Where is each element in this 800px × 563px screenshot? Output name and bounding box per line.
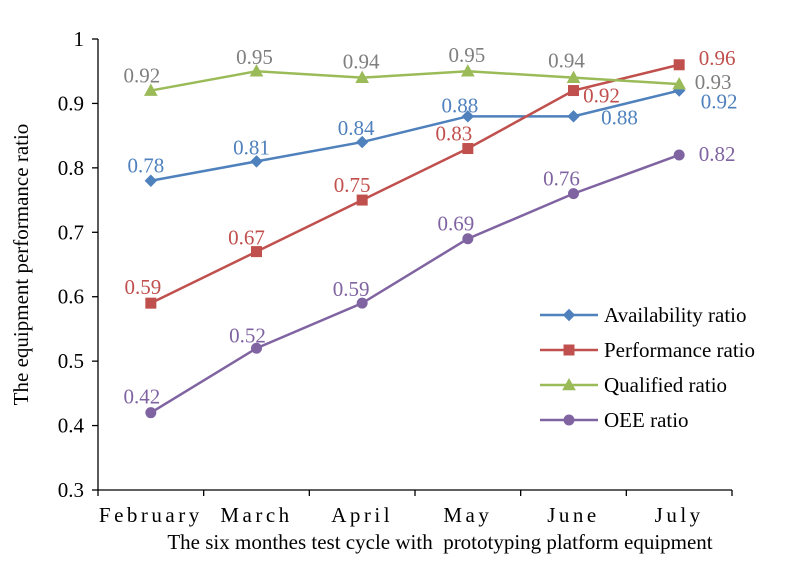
data-point [568,188,579,200]
data-label: 0.59 [124,275,161,299]
y-tick-label: 0.3 [58,478,84,502]
data-label: 0.59 [333,277,370,301]
data-point [145,407,157,419]
data-point [250,155,263,168]
data-point [568,85,579,97]
data-label: 0.92 [123,64,160,88]
data-point [143,83,158,96]
data-label: 0.92 [701,90,738,114]
data-point [462,143,474,155]
x-tick-label: May [443,503,492,527]
data-point [356,194,368,206]
x-tick-label: February [99,503,203,527]
data-point [567,110,580,123]
data-point [249,64,264,77]
series-line [150,69,680,92]
data-label: 0.75 [334,173,371,197]
series-line [150,89,680,182]
y-tick-label: 0.9 [58,91,84,115]
data-point [673,149,685,161]
data-labels: 0.780.810.840.88 0.880.920.590.670.750.83… [123,43,737,408]
legend-label: Qualified ratio [604,373,727,397]
data-point [672,77,687,90]
legend-label: Availability ratio [604,303,747,327]
data-label: 0.84 [338,116,375,140]
y-tick-label: 0.5 [58,349,84,373]
data-label: 0.93 [695,70,732,94]
data-point [355,70,370,83]
series-line [150,63,680,305]
data-label: 0.92 [583,84,620,108]
y-tick-label: 0.7 [58,220,84,244]
legend-marker [562,308,576,322]
legend-label: Performance ratio [604,338,755,362]
x-axis-title: The six monthes test cycle with prototyp… [167,530,712,554]
data-point [462,233,474,245]
series-line [150,153,680,414]
legend-label: OEE ratio [604,408,689,432]
data-label: 0.96 [699,46,736,70]
legend-marker [563,414,575,426]
y-tick-label: 1 [74,27,85,51]
data-label: 0.76 [543,167,580,191]
series-performance-ratio [145,59,685,309]
data-label: 0.95 [448,43,485,67]
data-point [145,297,157,309]
data-point [673,59,685,71]
data-label: 0.78 [127,154,164,178]
series-oee-ratio [145,149,685,419]
data-label: 0.81 [233,135,270,159]
data-point [144,174,158,187]
legend-marker [562,377,576,391]
data-point [461,110,475,123]
series-availability-ratio [144,84,686,187]
x-tick-label: June [547,503,600,527]
data-point [356,297,368,309]
data-label: 0.42 [123,385,160,409]
data-label: 0.82 [699,142,736,166]
data-label: 0.94 [343,50,380,74]
series-lines [143,59,687,419]
data-label: 0.88 [601,105,638,129]
x-tick-label: July [655,503,704,527]
data-label: 0.67 [228,226,265,250]
data-point [566,70,581,83]
data-point [251,246,262,258]
x-tick-label: April [331,503,393,527]
axes: 0.3 0.4 0.5 0.6 0.7 0.8 0.9 1 February March April… [58,27,733,527]
y-tick-label: 0.6 [58,285,84,309]
data-label: 0.94 [548,49,585,73]
x-tick-label: March [220,503,292,527]
data-label: 0.83 [435,122,472,146]
y-tick-label: 0.4 [58,414,85,438]
legend-marker [563,344,575,356]
data-label: 0.69 [437,212,474,236]
series-qualified-ratio [143,64,687,96]
data-label: 0.52 [229,323,266,347]
data-point [460,64,475,77]
y-tick-label: 0.8 [58,156,84,180]
data-point [251,342,262,354]
y-axis-title: The equipment performance ratio [9,124,33,406]
legend-entry: Performance ratio [540,338,755,362]
legend: Availability ratio Performance ratio Quali… [540,303,755,432]
data-point [355,135,369,149]
legend-entry: OEE ratio [540,408,689,432]
legend-entry: Qualified ratio [540,373,727,397]
data-label: 0.95 [236,45,273,69]
legend-entry: Availability ratio [540,303,747,327]
data-label: 0.88 [441,93,478,117]
